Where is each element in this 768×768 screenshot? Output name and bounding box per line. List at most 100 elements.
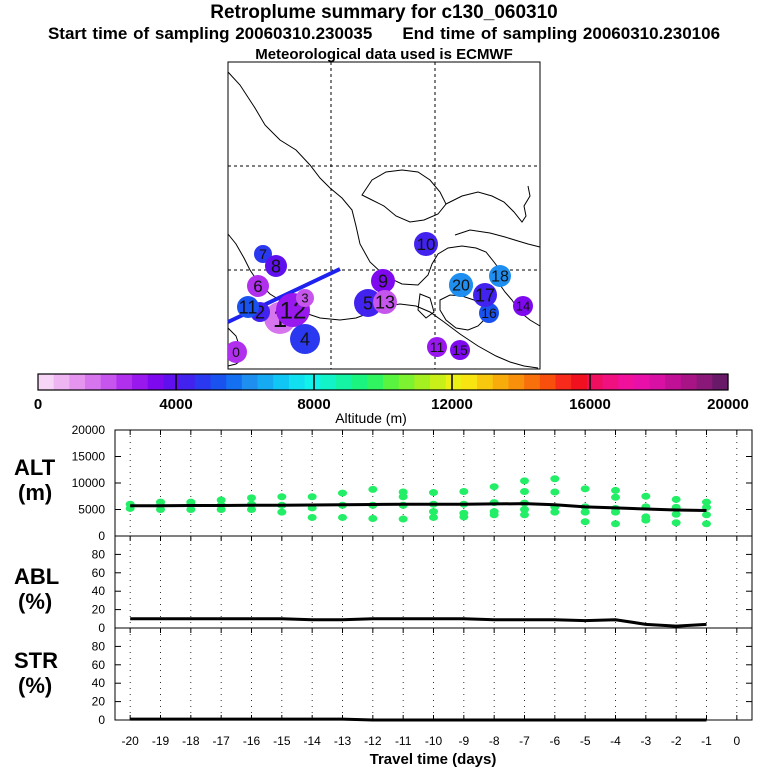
x-tick-label: -19 [152,734,170,748]
colorbar-cell [273,374,290,390]
x-tick-label: -10 [425,734,443,748]
colorbar-cell [179,374,196,390]
x-tick-label: -2 [671,734,682,748]
y-tick-label: 5000 [78,503,105,517]
colorbar-cell [602,374,619,390]
alt-point [702,511,711,519]
x-tick-label: -4 [610,734,621,748]
panel-gridlines [129,430,738,720]
colorbar-label: Altitude (m) [335,410,407,426]
marker-label: 8 [271,256,281,276]
colorbar-tick-label: 12000 [431,396,473,413]
marker-dot [427,337,447,357]
map-marker: 15 [450,340,470,360]
alt-point [277,508,287,516]
map-marker: 6 [247,275,269,297]
marker-label: 16 [481,305,497,321]
marker-dot [450,340,470,360]
colorbar-cell [633,374,651,390]
map-marker: 9 [371,269,395,293]
colorbar-cell [335,374,353,390]
colorbar-cell [649,374,666,390]
colorbar-tick-label: 20000 [707,396,749,413]
colorbar-cell [430,374,447,390]
abl-line [130,617,707,628]
marker-dot [414,232,438,256]
y-tick-label: 10000 [72,476,106,490]
colorbar-cell [241,374,259,390]
alt-point [429,513,438,521]
map-marker: 13 [373,290,397,314]
colorbar-cell [116,374,133,390]
abl-axis-label: ABL [14,564,59,589]
x-tick-label: -16 [243,734,261,748]
alt-point [702,520,711,528]
alt-point [368,485,378,493]
colorbar-cell [508,374,525,390]
alt-point [398,515,408,523]
colorbar-cell [288,374,306,390]
colorbar-cell [69,374,86,390]
marker-label: 10 [417,235,436,254]
start-time: Start time of sampling 20060310.230035 [47,24,373,43]
map-marker: 11 [427,337,447,357]
marker-dot [473,283,497,307]
map-marker: 3 [296,289,314,307]
colorbar-cell [492,374,510,390]
end-time: End time of sampling 20060310.230106 [402,24,721,43]
colorbar-cell [712,374,729,390]
alt-point [307,513,317,521]
map-marker: 4 [290,324,320,354]
alt-points [125,475,711,528]
map-marker: 0 [228,341,247,363]
marker-label: 15 [452,342,468,358]
colorbar-cell [194,374,212,390]
alt-point [520,487,529,495]
colorbar-cell [38,374,55,390]
colorbar-cell [100,374,118,390]
alt-point [429,508,438,516]
marker-dot [247,275,269,297]
marker-label: 11 [239,297,258,317]
y-tick-label: 20 [92,603,106,617]
alt-axis-label: ALT [14,455,56,480]
map-marker: 7 [254,245,272,263]
marker-dot [449,273,473,297]
colorbar-cell [665,374,682,390]
colorbar-cell [163,374,180,390]
colorbar-cell [539,374,557,390]
alt-point [459,487,469,495]
alt-point [307,493,317,501]
x-tick-label: -13 [334,734,352,748]
marker-dot [373,290,397,314]
abl-axis-unit: (%) [18,589,52,614]
marker-label: 5 [363,293,373,313]
colorbar-cell [680,374,698,390]
map-marker: 8 [265,255,287,277]
x-tick-label: -3 [640,734,651,748]
cuba-coast [454,229,541,248]
marker-dot [513,296,533,316]
alt-point [580,518,590,526]
colorbar-cell [445,374,463,390]
alt-point [429,489,438,497]
marker-dot [237,296,259,318]
colorbar-cells [38,374,729,390]
marker-dot [371,269,395,293]
colorbar-cell [586,374,604,390]
str-axis-unit: (%) [18,673,52,698]
y-tick-label: 80 [92,547,106,561]
marker-label: 9 [378,271,388,291]
marker-label: 4 [300,329,310,349]
florida-coast [445,185,531,223]
colorbar-ticks: 0 4000 8000 12000 16000 20000 [34,374,749,413]
map-marker: 14 [513,296,533,316]
map-marker: 10 [414,232,438,256]
colorbar-tick-label: 0 [34,396,42,413]
colorbar-cell [226,374,243,390]
map-marker: 11 [237,296,259,318]
colorbar-cell [555,374,572,390]
x-tick-label: -17 [212,734,230,748]
str-line [130,717,707,722]
colorbar-cell [571,374,588,390]
